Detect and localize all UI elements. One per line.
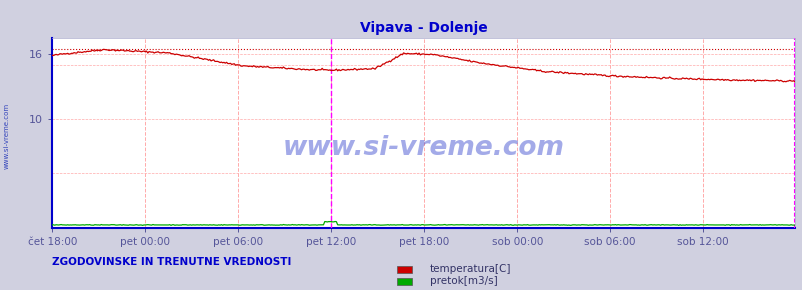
Text: www.si-vreme.com: www.si-vreme.com <box>3 103 10 169</box>
Text: pretok[m3/s]: pretok[m3/s] <box>429 276 496 286</box>
Title: Vipava - Dolenje: Vipava - Dolenje <box>359 21 487 35</box>
Text: www.si-vreme.com: www.si-vreme.com <box>282 135 564 161</box>
Text: temperatura[C]: temperatura[C] <box>429 264 510 274</box>
Text: ZGODOVINSKE IN TRENUTNE VREDNOSTI: ZGODOVINSKE IN TRENUTNE VREDNOSTI <box>52 257 291 267</box>
